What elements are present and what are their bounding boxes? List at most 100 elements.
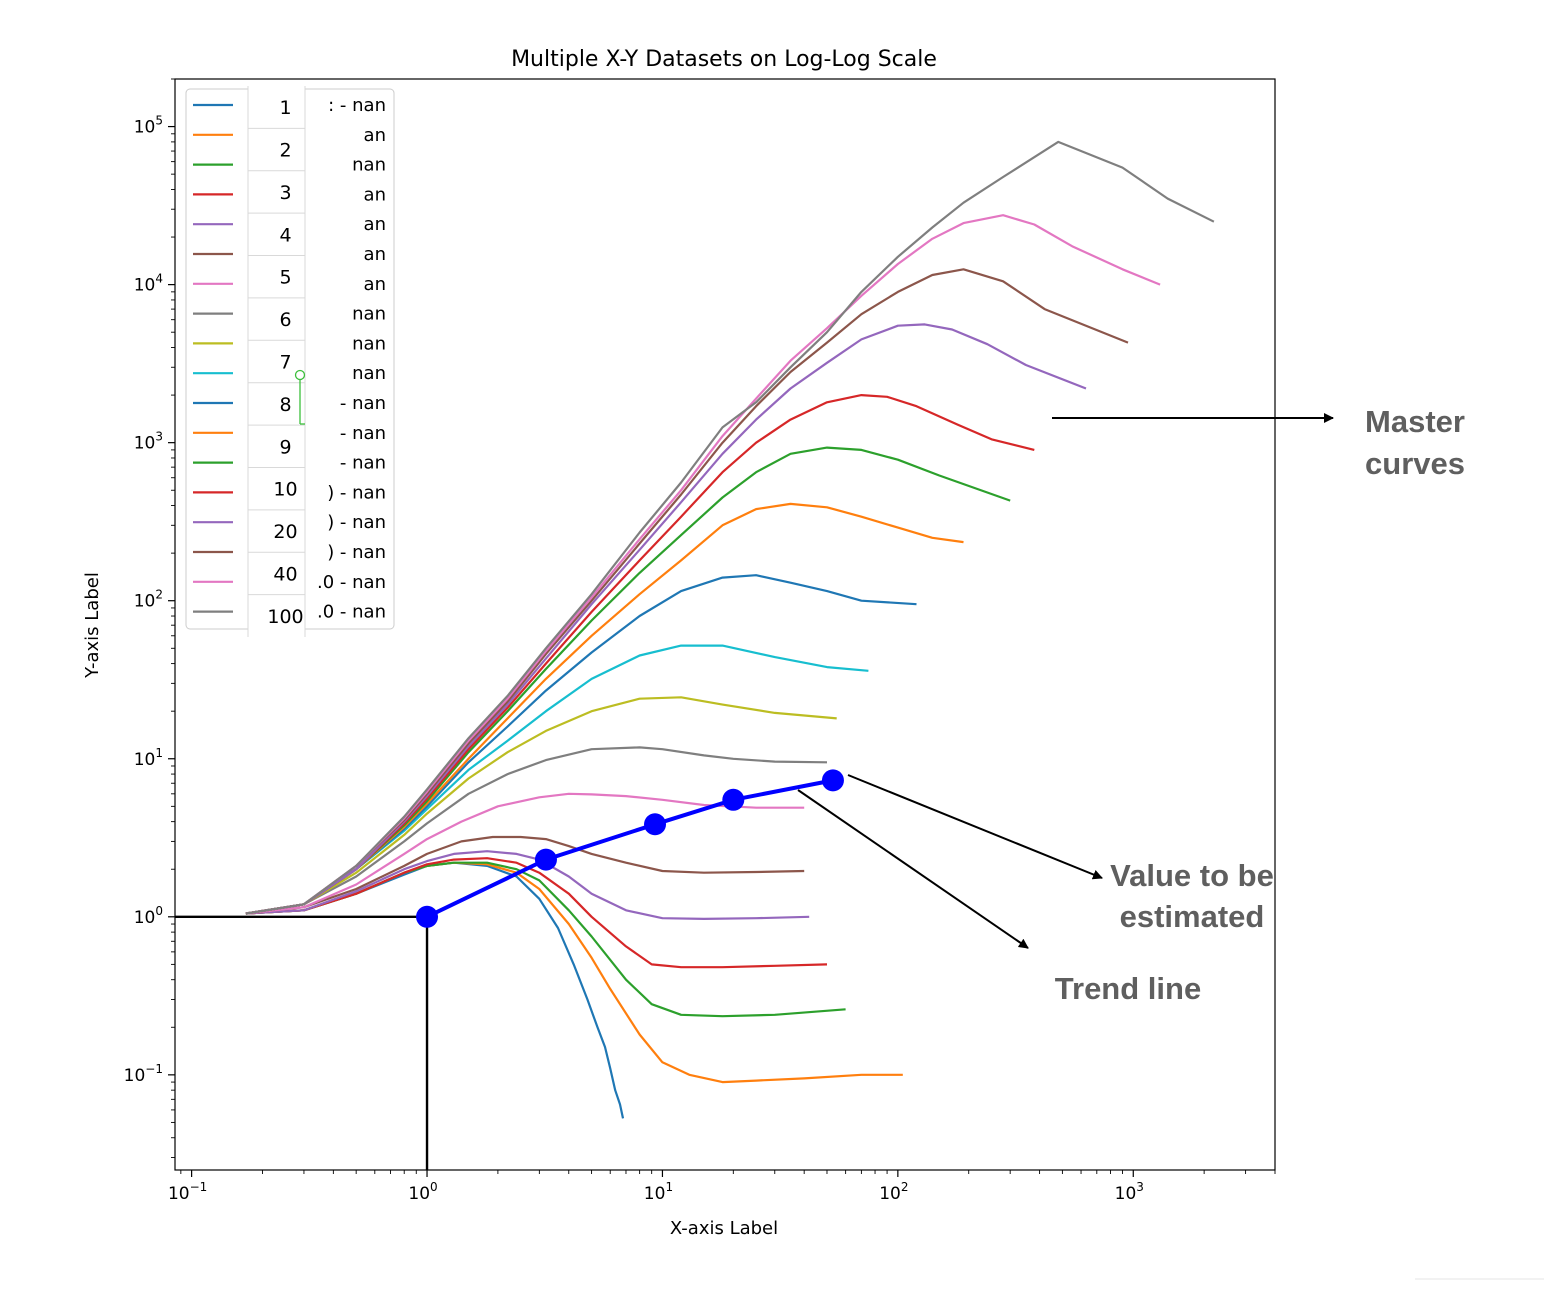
legend-label: ) - nan xyxy=(327,542,386,563)
annotations: Master curves Value to be estimated Tren… xyxy=(797,404,1465,1006)
legend-label: ) - nan xyxy=(327,512,386,533)
x-tick-label: 101 xyxy=(644,1180,673,1204)
y-tick-base: 10 xyxy=(124,1066,146,1086)
x-tick-base: 10 xyxy=(879,1184,901,1204)
overlay-number: 9 xyxy=(279,436,291,458)
x-axis-label: X-axis Label xyxy=(670,1218,778,1239)
overlay-number: 8 xyxy=(279,394,291,416)
legend-label: - nan xyxy=(340,453,386,474)
legend-label: nan xyxy=(352,363,386,384)
x-tick-exponent: 2 xyxy=(901,1180,909,1194)
series-line-8 xyxy=(245,746,828,915)
y-tick-label: 102 xyxy=(134,588,163,612)
y-tick-base: 10 xyxy=(134,592,156,612)
x-tick-base: 10 xyxy=(168,1184,190,1204)
overlay-number: 20 xyxy=(273,521,297,543)
guide-lines xyxy=(175,915,429,1170)
y-tick-label: 104 xyxy=(134,272,163,296)
y-tick-exponent: 4 xyxy=(155,272,163,286)
series-line-4 xyxy=(245,857,828,969)
overlay-number: 10 xyxy=(273,479,297,501)
trend-point xyxy=(821,769,844,792)
x-tick-exponent: 3 xyxy=(1136,1180,1144,1194)
legend-label: an xyxy=(364,244,386,265)
x-tick-exponent: 0 xyxy=(430,1180,438,1194)
annotation-master-line1: Master xyxy=(1365,404,1465,439)
y-tick-exponent: −1 xyxy=(145,1062,163,1076)
overlay-number: 2 xyxy=(279,140,291,162)
series-line-14 xyxy=(245,394,1035,915)
overlay-number: 7 xyxy=(279,352,291,374)
series-line-15 xyxy=(245,323,1087,915)
legend-label: an xyxy=(364,214,386,235)
overlay-number: 5 xyxy=(279,267,291,289)
y-tick-exponent: 2 xyxy=(155,588,163,602)
y-tick-base: 10 xyxy=(134,908,156,928)
legend-label: ) - nan xyxy=(327,482,386,503)
trend-line-group xyxy=(416,769,844,928)
y-tick-base: 10 xyxy=(134,434,156,454)
x-tick-base: 10 xyxy=(1115,1184,1137,1204)
y-tick-label: 101 xyxy=(134,746,163,770)
series-line-13 xyxy=(245,446,1011,915)
legend-label: an xyxy=(364,274,386,295)
overlay-number: 4 xyxy=(279,224,291,246)
legend: : - nan an nan an an an an nan nan nan - nan - nan -… xyxy=(185,86,395,637)
y-tick-base: 10 xyxy=(134,750,156,770)
trend-point xyxy=(722,788,745,811)
trend-point xyxy=(416,905,439,928)
annotation-master-line2: curves xyxy=(1365,446,1465,481)
annotation-value-line2: estimated xyxy=(1120,899,1265,934)
y-tick-exponent: 5 xyxy=(155,114,163,128)
legend-items: : - nan an nan an an an an nan nan nan - nan - nan -… xyxy=(193,95,386,623)
series-line-9 xyxy=(245,696,837,915)
y-tick-base: 10 xyxy=(134,276,156,296)
series-line-17 xyxy=(245,214,1161,915)
x-tick-exponent: 1 xyxy=(665,1180,673,1194)
overlay-number: 3 xyxy=(279,182,291,204)
legend-label: : - nan xyxy=(328,95,386,116)
overlay-number: 40 xyxy=(273,563,297,585)
x-tick-label: 100 xyxy=(408,1180,437,1204)
overlay-number: 6 xyxy=(279,309,291,331)
series-line-1 xyxy=(245,861,625,1119)
y-tick-label: 105 xyxy=(134,114,163,138)
series-line-6 xyxy=(245,835,805,915)
y-tick-base: 10 xyxy=(134,118,156,138)
legend-label: .0 - nan xyxy=(317,602,386,623)
number-overlay: 1 2 3 4 5 6 7 8 9 10 20 40 100 xyxy=(247,86,306,637)
x-tick-base: 10 xyxy=(644,1184,666,1204)
series-line-18 xyxy=(245,140,1215,915)
legend-label: nan xyxy=(352,155,386,176)
trend-point xyxy=(644,813,667,836)
series-line-5 xyxy=(245,850,810,921)
legend-label: nan xyxy=(352,304,386,325)
annotation-trend-line: Trend line xyxy=(1055,971,1201,1006)
annotation-value-line1: Value to be xyxy=(1110,858,1274,893)
y-axis-label: Y-axis Label xyxy=(82,572,103,679)
overlay-number: 100 xyxy=(267,606,303,628)
series-line-7 xyxy=(245,792,805,915)
legend-label: nan xyxy=(352,333,386,354)
x-tick-exponent: −1 xyxy=(190,1180,208,1194)
value-estimated-arrow xyxy=(847,774,1103,880)
y-tick-label: 103 xyxy=(134,430,163,454)
series-line-16 xyxy=(245,268,1129,915)
chart-title: Multiple X-Y Datasets on Log-Log Scale xyxy=(511,47,937,72)
y-tick-exponent: 0 xyxy=(155,904,163,918)
legend-label: an xyxy=(364,184,386,205)
legend-label: .0 - nan xyxy=(317,572,386,593)
series-group xyxy=(245,140,1215,1119)
series-line-12 xyxy=(245,502,964,915)
legend-label: an xyxy=(364,125,386,146)
x-tick-label: 102 xyxy=(879,1180,908,1204)
x-tick-label: 103 xyxy=(1115,1180,1144,1204)
y-tick-label: 100 xyxy=(134,904,163,928)
y-tick-exponent: 3 xyxy=(155,430,163,444)
y-tick-exponent: 1 xyxy=(155,746,163,760)
trend-line-arrow xyxy=(797,789,1029,949)
overlay-number: 1 xyxy=(279,97,291,119)
y-tick-label: 10−1 xyxy=(124,1062,163,1086)
resize-handle-icon[interactable] xyxy=(294,369,306,381)
